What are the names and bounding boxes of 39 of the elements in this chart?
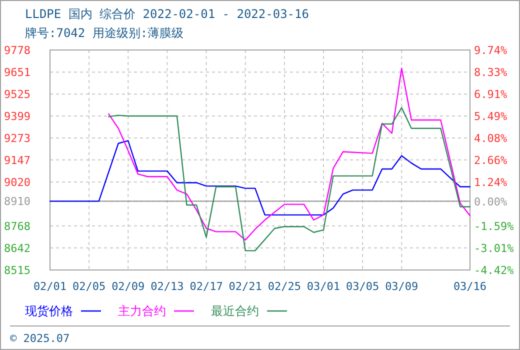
y-tick-label: 9020 (4, 176, 30, 190)
x-tick-label: 03/16 (453, 280, 487, 293)
y-tick-label: 8768 (4, 220, 30, 233)
x-tick-label: 02/09 (112, 280, 145, 293)
x-tick-label: 03/09 (385, 280, 418, 293)
text: © 2025.07 (10, 332, 70, 345)
y2-tick-label: -4.42% (474, 264, 514, 277)
y2-tick-label: -3.01% (474, 242, 514, 256)
x-tick-label: 03/01 (306, 280, 340, 293)
y2-tick-label: 6.91% (474, 88, 508, 101)
x-tick-label: 02/21 (228, 280, 262, 293)
y-tick-label: 9399 (4, 110, 30, 124)
y2-tick-label: 2.66% (474, 154, 508, 167)
y2-tick-label: 4.08% (474, 132, 508, 145)
y-tick-label: 8910 (4, 195, 30, 208)
chart-title: LLDPE 国内 综合价 2022-02-01 - 2022-03-16 (25, 7, 309, 21)
y2-tick-label: 0.00% (474, 195, 508, 208)
x-tick-label: 02/05 (72, 280, 106, 293)
legend-label: 现货价格 (25, 304, 73, 318)
y2-tick-label: 9.74% (474, 44, 508, 57)
y-tick-label: 8642 (4, 242, 30, 255)
y2-tick-label: -1.59% (474, 220, 514, 234)
x-tick-label: 02/25 (268, 280, 301, 293)
y-tick-label: 9147 (4, 154, 30, 167)
legend-label: 最近合约 (211, 304, 259, 318)
x-tick-label: 02/13 (150, 280, 184, 293)
y2-tick-label: 5.49% (474, 110, 508, 124)
y-tick-label: 9778 (4, 44, 30, 57)
y-tick-label: 8515 (4, 264, 30, 277)
y2-tick-label: 1.24% (474, 176, 508, 190)
x-tick-label: 02/17 (190, 280, 223, 293)
y-tick-label: 9651 (4, 66, 30, 80)
y2-tick-label: 8.33% (474, 66, 508, 79)
y-tick-label: 9273 (4, 132, 30, 145)
x-tick-label: 02/01 (33, 280, 67, 293)
chart-subtitle: 牌号:7042 用途级别:薄膜级 (25, 26, 184, 40)
y-tick-label: 9525 (4, 88, 30, 102)
legend-label: 主力合约 (118, 304, 166, 318)
x-tick-label: 03/05 (346, 280, 380, 293)
